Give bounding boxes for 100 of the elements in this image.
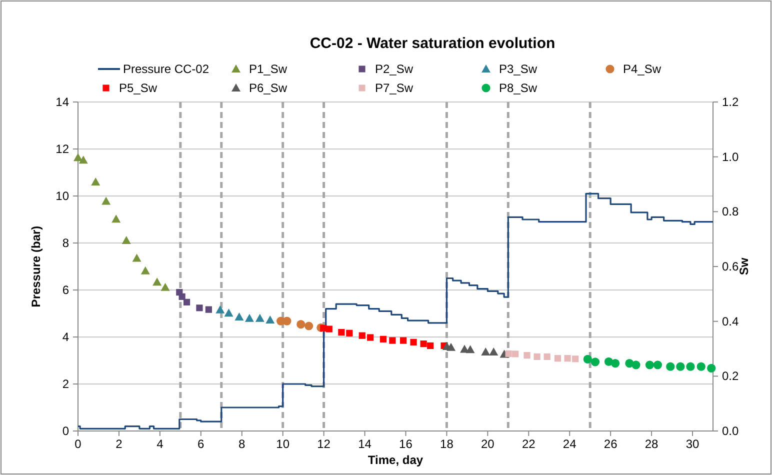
point xyxy=(564,355,571,362)
y-tick-label: 12 xyxy=(56,142,70,156)
point xyxy=(400,337,407,344)
point xyxy=(427,342,434,350)
point xyxy=(196,304,203,312)
point xyxy=(338,329,345,336)
x-tick-label: 14 xyxy=(358,437,372,451)
point xyxy=(666,362,675,371)
x-tick-label: 20 xyxy=(481,437,495,451)
y-tick-label: 2 xyxy=(62,377,70,391)
point xyxy=(653,360,662,370)
x-tick-label: 10 xyxy=(276,437,290,451)
x-tick-label: 4 xyxy=(156,437,164,451)
point xyxy=(140,266,150,274)
x-axis-title: Time, day xyxy=(368,453,424,467)
point xyxy=(216,305,225,314)
point xyxy=(524,352,530,359)
y2-tick-label: 0.8 xyxy=(722,204,740,219)
y-tick-label: 8 xyxy=(62,236,70,250)
y2-tick-label: 0.4 xyxy=(722,314,740,328)
x-tick-label: 18 xyxy=(440,437,454,451)
point xyxy=(346,330,353,336)
point xyxy=(389,337,396,344)
point xyxy=(112,214,121,223)
point xyxy=(282,316,292,326)
point xyxy=(304,322,314,330)
point xyxy=(410,338,417,346)
x-tick-label: 26 xyxy=(604,437,618,451)
point xyxy=(572,356,579,362)
point xyxy=(102,196,111,205)
y2-tick-label: 1.2 xyxy=(722,95,740,109)
legend-label: Pressure CC-02 xyxy=(123,62,210,76)
x-tick-label: 28 xyxy=(644,437,659,451)
x-tick-label: 16 xyxy=(399,437,413,451)
point xyxy=(676,362,685,371)
legend-label: P5_Sw xyxy=(119,81,158,95)
point xyxy=(489,348,498,356)
point xyxy=(255,314,264,322)
point xyxy=(91,178,100,186)
legend-label: P3_Sw xyxy=(499,62,538,76)
point xyxy=(296,320,306,329)
point xyxy=(380,336,387,342)
point xyxy=(320,324,327,332)
point xyxy=(512,350,519,358)
y-tick-label: 14 xyxy=(56,95,70,109)
legend-label: P6_Sw xyxy=(249,81,288,95)
point xyxy=(534,353,540,360)
point xyxy=(481,348,490,356)
legend-label: P2_Sw xyxy=(375,62,414,76)
legend-label: P7_Sw xyxy=(375,81,414,95)
point xyxy=(74,153,82,162)
y2-tick-label: 0.6 xyxy=(722,260,740,274)
y-tick-label: 0 xyxy=(62,424,70,438)
point xyxy=(645,360,654,370)
point xyxy=(466,345,475,354)
point xyxy=(160,282,170,291)
point xyxy=(610,358,620,368)
point xyxy=(420,340,427,348)
x-tick-label: 30 xyxy=(686,437,700,451)
point xyxy=(183,298,190,306)
legend-label: P8_Sw xyxy=(499,81,538,95)
point xyxy=(686,362,695,371)
x-tick-label: 0 xyxy=(74,437,82,451)
point xyxy=(326,326,332,332)
y2-tick-label: 0.0 xyxy=(722,424,740,438)
point xyxy=(244,314,254,322)
y2-axis-title: Sw xyxy=(737,257,751,276)
y-tick-label: 4 xyxy=(62,330,70,344)
point xyxy=(544,353,550,360)
point xyxy=(446,342,456,351)
point xyxy=(554,355,562,362)
y-tick-label: 10 xyxy=(56,189,70,203)
x-tick-label: 12 xyxy=(317,437,331,451)
legend-label: P1_Sw xyxy=(249,62,288,76)
point xyxy=(78,156,88,164)
x-tick-label: 22 xyxy=(522,437,536,451)
point xyxy=(132,254,142,262)
y2-tick-label: 0.2 xyxy=(722,369,740,384)
x-tick-label: 6 xyxy=(198,437,205,451)
point xyxy=(266,315,275,324)
point xyxy=(152,278,162,286)
point xyxy=(122,236,131,244)
point xyxy=(590,358,600,366)
point xyxy=(707,364,716,373)
y-tick-label: 6 xyxy=(62,283,70,297)
point xyxy=(632,360,640,370)
point xyxy=(205,306,212,313)
point xyxy=(224,308,234,317)
point xyxy=(696,362,706,371)
legend-label: P4_Sw xyxy=(623,62,662,76)
point xyxy=(367,334,374,341)
x-tick-label: 2 xyxy=(116,437,123,451)
point xyxy=(358,332,366,339)
x-tick-label: 8 xyxy=(238,437,246,451)
point xyxy=(583,354,592,364)
point xyxy=(178,293,186,300)
point xyxy=(505,350,512,357)
chart-title: CC-02 - Water saturation evolution xyxy=(310,35,556,52)
point xyxy=(234,312,244,320)
x-tick-label: 24 xyxy=(562,437,577,451)
